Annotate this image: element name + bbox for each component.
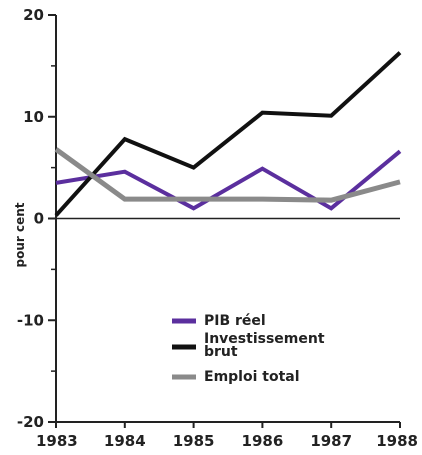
y-axis-label: pour cent (13, 202, 27, 267)
y-tick-label: -10 (17, 311, 44, 329)
legend-label-2: Investissement brut (204, 331, 325, 360)
legend-label-3: Emploi total (204, 369, 300, 385)
legend-label-1: PIB réel (204, 313, 266, 329)
x-tick-label: 1986 (242, 432, 284, 450)
x-tick-label: 1987 (310, 432, 352, 450)
legend: PIB réel Investissement brut Emploi total (166, 307, 342, 393)
y-tick-label: -20 (17, 413, 44, 431)
x-tick-label: 1985 (173, 432, 215, 450)
series-line-3 (54, 147, 401, 203)
y-tick-label: 0 (34, 210, 44, 228)
y-tick-label: 20 (23, 6, 44, 24)
series-layer (54, 51, 402, 217)
x-tick-label: 1988 (376, 432, 418, 450)
x-tick-label: 1984 (104, 432, 146, 450)
y-tick-label: 10 (23, 108, 44, 126)
x-tick-label: 1983 (36, 432, 78, 450)
series-line-2 (54, 51, 402, 217)
